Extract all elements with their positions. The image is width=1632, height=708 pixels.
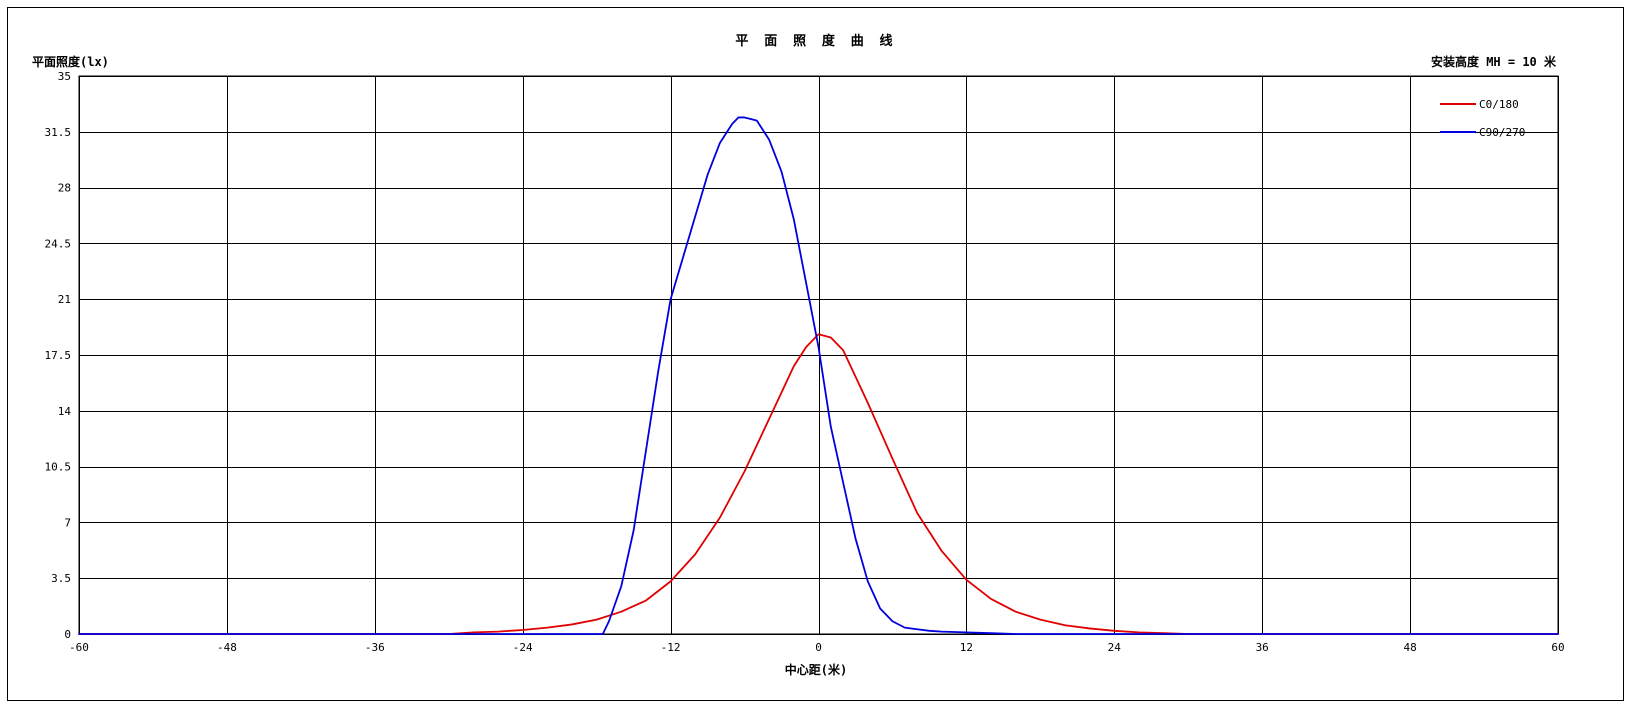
- series-line-c90-270: [78, 116, 1559, 635]
- x-axis-label: 中心距(米): [785, 662, 847, 677]
- y-axis-label: 平面照度(lx): [32, 54, 109, 69]
- x-tick-label: -36: [365, 641, 385, 654]
- x-tick-label: 0: [815, 641, 822, 654]
- legend-label: C90/270: [1479, 126, 1525, 139]
- x-tick-label: 24: [1108, 641, 1122, 654]
- grid: [79, 76, 1559, 635]
- legend-label: C0/180: [1479, 98, 1519, 111]
- x-tick-label: -48: [217, 641, 237, 654]
- y-tick-label: 35: [58, 70, 71, 83]
- y-tick-label: 14: [58, 405, 72, 418]
- y-tick-labels: 0 3.5 7 10.5 14 17.5 21 24.5 28 31.5 35: [45, 70, 72, 641]
- legend: C0/180 C90/270: [1440, 98, 1525, 139]
- series-lines: [78, 116, 1559, 635]
- chart-title: 平 面 照 度 曲 线: [735, 33, 896, 49]
- x-tick-label: -12: [661, 641, 681, 654]
- x-tick-label: 60: [1551, 641, 1564, 654]
- y-tick-label: 17.5: [45, 349, 72, 362]
- chart-frame: [7, 7, 1624, 701]
- x-tick-label: 48: [1403, 641, 1416, 654]
- y-tick-label: 0: [64, 628, 71, 641]
- y-tick-label: 10.5: [45, 461, 72, 474]
- mounting-height-annotation: 安装高度 MH = 10 米: [1431, 54, 1557, 69]
- y-tick-label: 21: [58, 293, 71, 306]
- x-tick-label: 12: [960, 641, 973, 654]
- y-tick-label: 24.5: [45, 237, 72, 250]
- y-tick-label: 3.5: [51, 572, 71, 585]
- y-tick-label: 31.5: [45, 126, 72, 139]
- plot-area-border: [78, 75, 1559, 635]
- series-line-c0-180: [78, 333, 1559, 635]
- x-tick-labels: -60 -48 -36 -24 -12 0 12 24 36 48 60: [69, 641, 1565, 654]
- x-tick-label: -60: [69, 641, 89, 654]
- y-tick-label: 28: [58, 182, 71, 195]
- x-tick-label: -24: [513, 641, 533, 654]
- y-tick-label: 7: [64, 516, 71, 529]
- x-tick-label: 36: [1256, 641, 1269, 654]
